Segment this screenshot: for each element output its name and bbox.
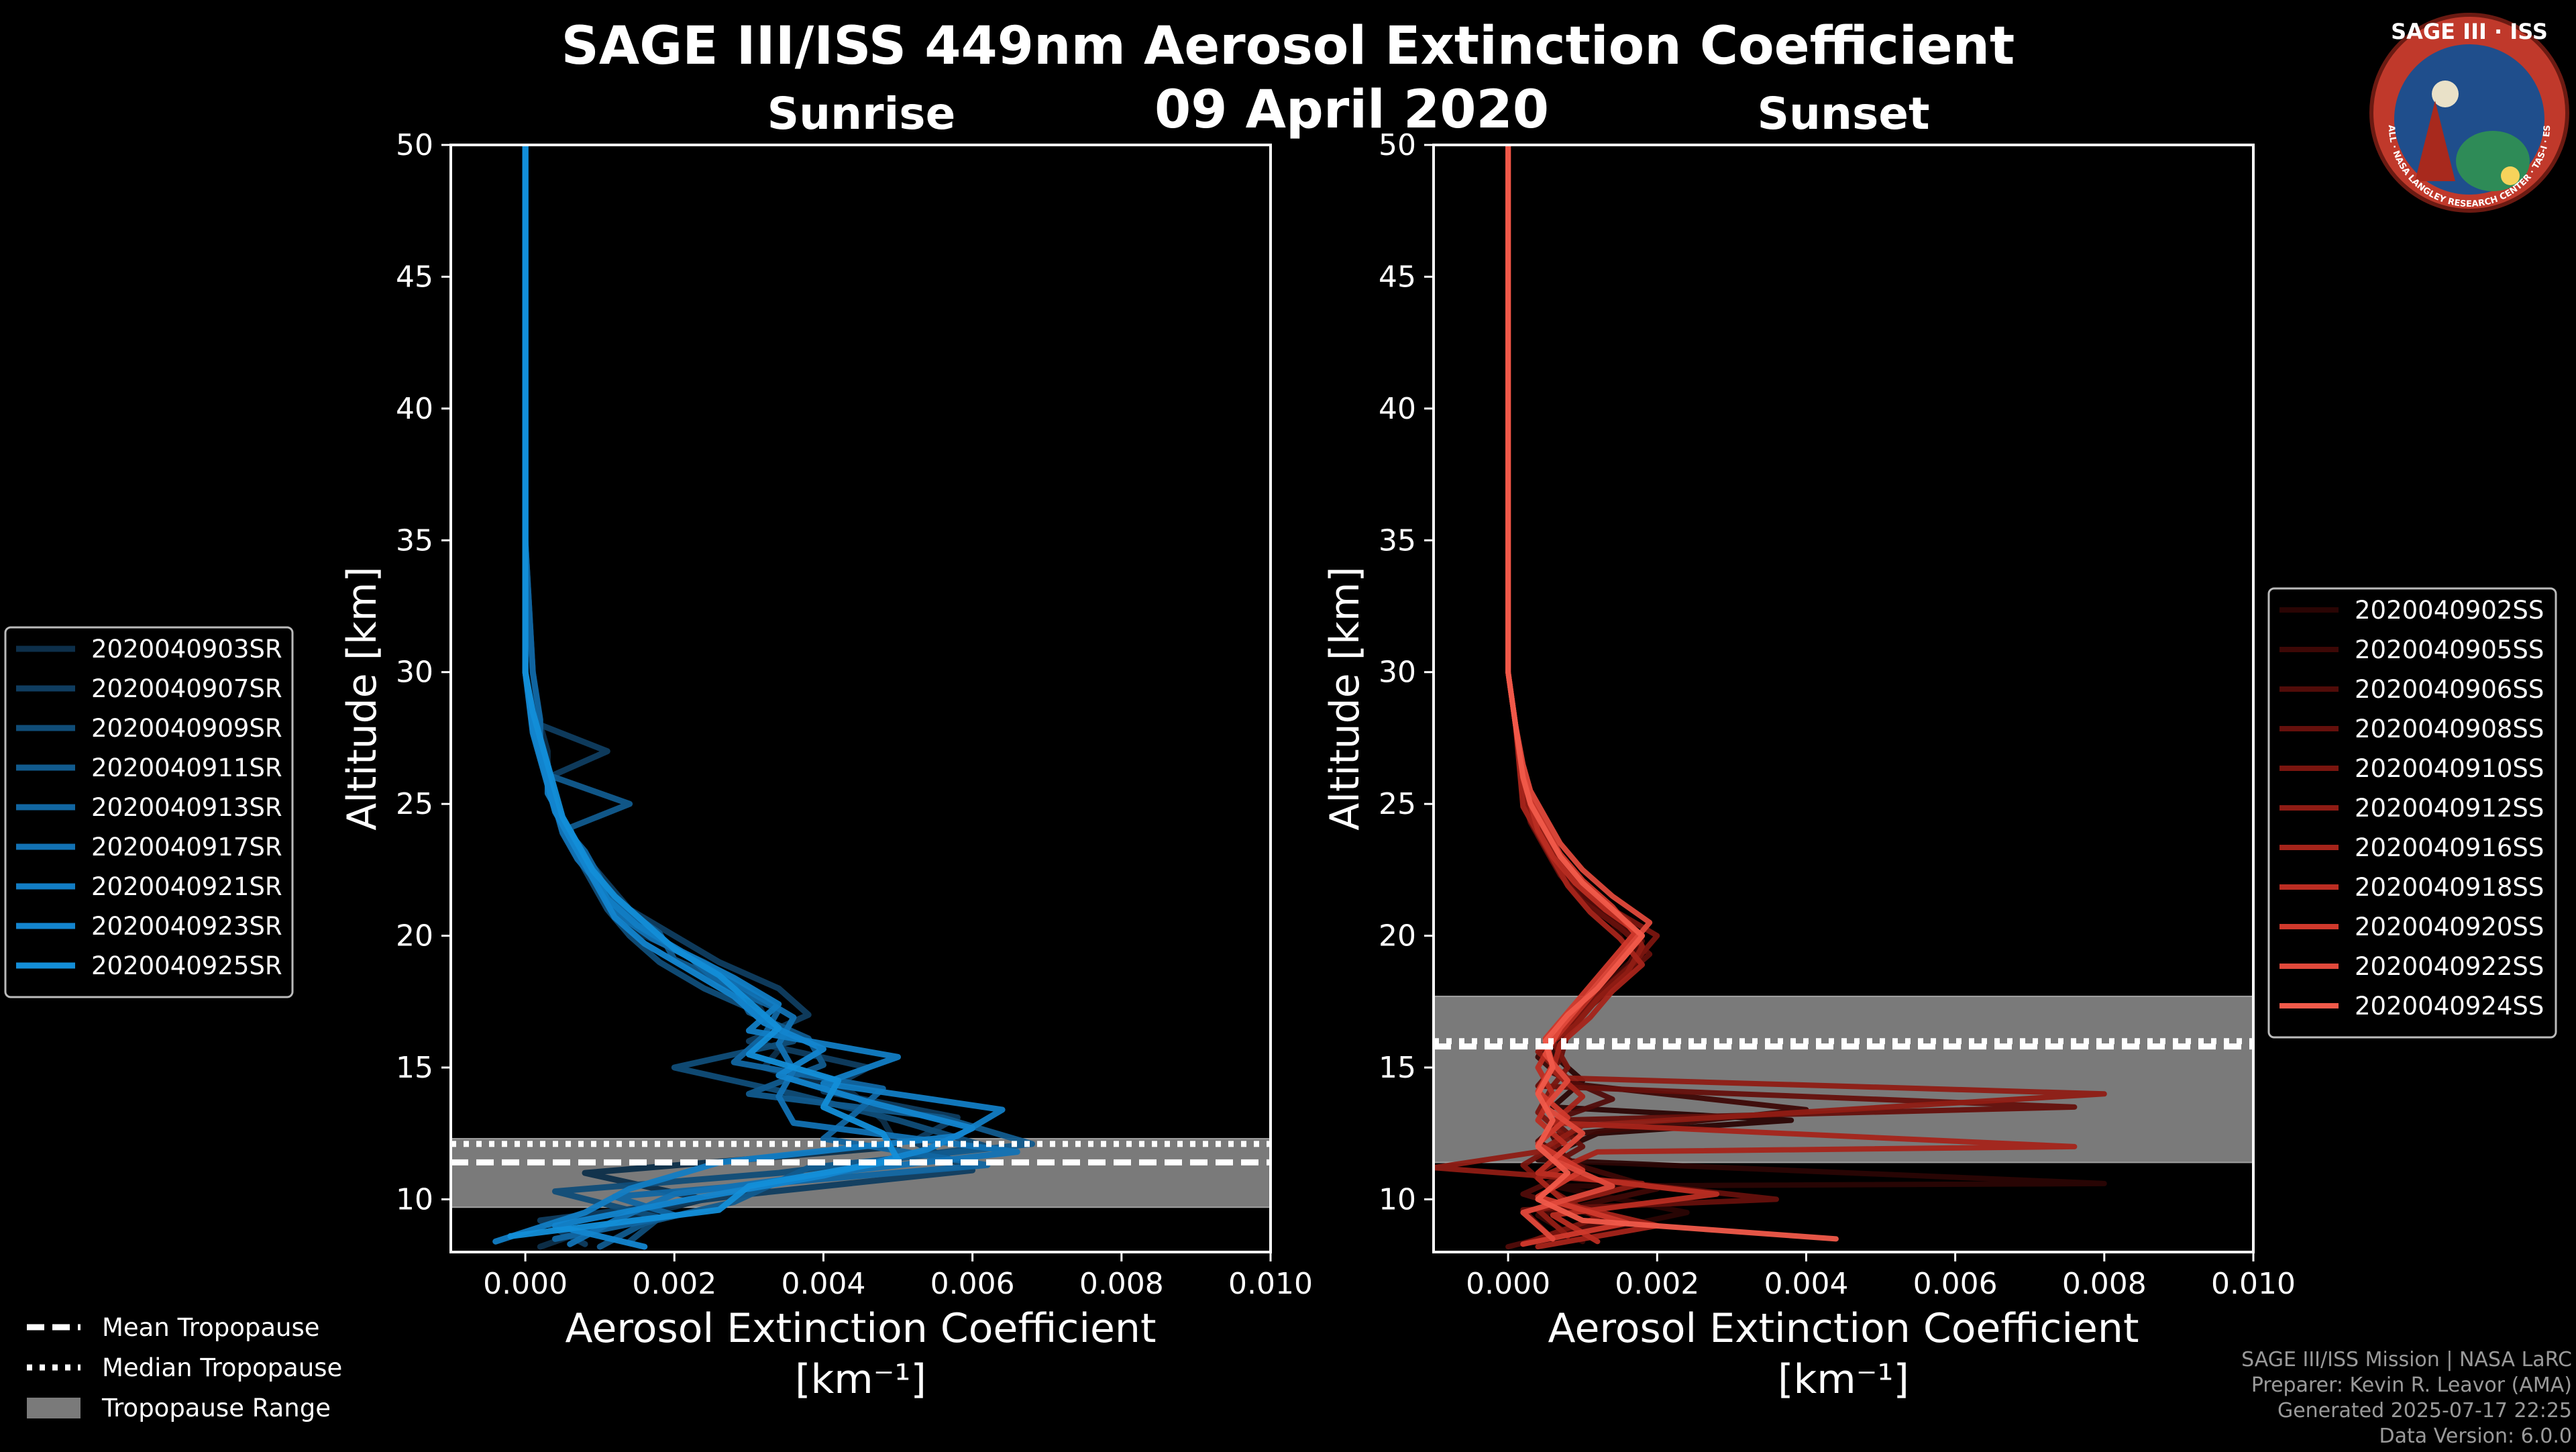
sunset-ytick-label: 10: [1379, 1182, 1416, 1216]
tropopause-range-swatch: [27, 1398, 80, 1418]
sunrise-axes-frame: [449, 144, 1272, 1253]
sunrise-ytick-label: 50: [396, 128, 433, 162]
sunrise-series-2020040911SR: [522, 145, 1035, 1250]
sunset-x-axis-unit: [km⁻¹]: [1778, 1356, 1909, 1403]
sunrise-legend-frame: [4, 626, 294, 998]
sunrise-legend-label: 2020040921SR: [91, 872, 282, 901]
sunrise-legend: 2020040903SR 2020040907SR 2020040909SR 2020…: [4, 626, 294, 998]
sunrise-xtick-label: 0.006: [930, 1267, 1015, 1301]
sunset-ytick-label: 35: [1379, 523, 1416, 558]
logo-title: SAGE III · ISS: [2391, 19, 2548, 44]
sunrise-ytick-label: 10: [396, 1182, 433, 1216]
sunrise-legend-label: 2020040923SR: [91, 912, 282, 941]
sunrise-legend-label: 2020040913SR: [91, 793, 282, 822]
sunrise-panel: 0.000 0.002 0.004 0.006 0.008 0.010 10 15 20 25 30…: [339, 128, 1313, 1403]
credit-line-3: Generated 2025-07-17 22:25: [2277, 1399, 2572, 1422]
mean-tropopause-label: Mean Tropopause: [102, 1313, 320, 1342]
sunset-series-2020040924SS: [1505, 145, 1839, 1242]
sunrise-ytick-label: 40: [396, 392, 433, 426]
sunrise-series-2020040909SR: [522, 145, 991, 1245]
sunset-ytick-label: 40: [1379, 392, 1416, 426]
credit-line-1: SAGE III/ISS Mission | NASA LaRC: [2241, 1348, 2572, 1371]
sunset-ytick-label: 30: [1379, 656, 1416, 690]
sunset-panel: 0.000 0.002 0.004 0.006 0.008 0.010 10 15 20 25 30…: [1322, 128, 2296, 1403]
sunrise-xtick-label: 0.000: [483, 1267, 568, 1301]
sunset-ytick-label: 25: [1379, 787, 1416, 821]
tropopause-range-label: Tropopause Range: [101, 1394, 331, 1422]
sunset-xtick-label: 0.008: [2062, 1267, 2147, 1301]
sunset-ytick-label: 15: [1379, 1051, 1416, 1085]
sunset-xtick-label: 0.004: [1764, 1267, 1848, 1301]
sunset-plot-area: [1434, 145, 2253, 1250]
sunrise-legend-label: 2020040909SR: [91, 714, 282, 743]
sunrise-y-axis-label: Altitude [km]: [339, 566, 386, 831]
sunset-y-axis-label: Altitude [km]: [1322, 566, 1368, 831]
sunset-legend-label: 2020040902SS: [2355, 596, 2544, 625]
logo-moon-icon: [2432, 81, 2459, 107]
sunset-panel-title: Sunset: [1757, 88, 1929, 140]
logo-sun-icon: [2501, 166, 2520, 185]
sunrise-legend-label: 2020040911SR: [91, 754, 282, 782]
credit-line-4: Data Version: 6.0.0: [2379, 1424, 2572, 1448]
sunrise-x-axis-label: Aerosol Extinction Coefficient: [566, 1305, 1157, 1352]
tropopause-legend: Mean Tropopause Median Tropopause Tropop…: [27, 1313, 342, 1422]
credit-line-2: Preparer: Kevin R. Leavor (AMA): [2251, 1373, 2572, 1397]
sunset-x-axis-label: Aerosol Extinction Coefficient: [1548, 1305, 2139, 1352]
sunset-xtick-label: 0.002: [1615, 1267, 1699, 1301]
credits: SAGE III/ISS Mission | NASA LaRC Prepare…: [2241, 1348, 2572, 1448]
sunset-axes-frame: [1432, 144, 2255, 1253]
sunrise-ytick-label: 25: [396, 787, 433, 821]
sunset-legend-label: 2020040906SS: [2355, 675, 2544, 704]
sunrise-legend-label: 2020040907SR: [91, 674, 282, 703]
sunset-legend-label: 2020040924SS: [2355, 992, 2544, 1021]
sunset-legend-label: 2020040920SS: [2355, 913, 2544, 941]
sunrise-xtick-label: 0.008: [1079, 1267, 1164, 1301]
sunrise-legend-label: 2020040917SR: [91, 833, 282, 862]
sunset-xtick-label: 0.000: [1466, 1267, 1550, 1301]
sunset-legend: 2020040902SS 2020040905SS 2020040906SS 2020…: [2267, 587, 2557, 1039]
sunrise-panel-title: Sunrise: [767, 88, 956, 140]
sunset-ticks: 0.000 0.002 0.004 0.006 0.008 0.010 10 15 20 25 30…: [1379, 128, 2296, 1301]
figure-title: SAGE III/ISS 449nm Aerosol Extinction Co…: [561, 16, 2015, 76]
sunset-legend-frame: [2267, 587, 2557, 1039]
sunrise-x-axis-unit: [km⁻¹]: [795, 1356, 926, 1403]
sunrise-ytick-label: 20: [396, 919, 433, 953]
figure-date: 09 April 2020: [1155, 80, 1549, 140]
sunset-xtick-label: 0.006: [1913, 1267, 1998, 1301]
sunrise-series-2020040907SR: [522, 145, 976, 1247]
sunrise-xtick-label: 0.002: [632, 1267, 716, 1301]
sunrise-ticks: 0.000 0.002 0.004 0.006 0.008 0.010 10 15 20 25 30…: [396, 128, 1313, 1301]
sunrise-legend-label: 2020040925SR: [91, 951, 282, 980]
sunset-legend-label: 2020040908SS: [2355, 715, 2544, 743]
sunrise-xtick-label: 0.004: [781, 1267, 865, 1301]
sunset-legend-label: 2020040912SS: [2355, 794, 2544, 823]
sunrise-ytick-label: 15: [396, 1051, 433, 1085]
logo-figure-icon: [2415, 101, 2455, 181]
sunset-legend-label: 2020040910SS: [2355, 754, 2544, 783]
sunset-ytick-label: 45: [1379, 260, 1416, 294]
sunrise-xtick-label: 0.010: [1228, 1267, 1313, 1301]
sunset-legend-label: 2020040916SS: [2355, 833, 2544, 862]
sunrise-plot-area: [451, 145, 1271, 1250]
sunrise-ytick-label: 30: [396, 656, 433, 690]
sunrise-ytick-label: 35: [396, 523, 433, 558]
sunset-legend-label: 2020040918SS: [2355, 873, 2544, 902]
sunrise-series-2020040913SR: [522, 145, 991, 1242]
sunset-legend-label: 2020040922SS: [2355, 952, 2544, 981]
sunrise-series-2020040921SR: [492, 145, 1006, 1245]
sunrise-series-2020040917SR: [522, 145, 1020, 1247]
sunrise-series-2020040925SR: [507, 145, 901, 1239]
sunset-ytick-label: 20: [1379, 919, 1416, 953]
sunset-legend-label: 2020040905SS: [2355, 635, 2544, 664]
sunrise-legend-label: 2020040903SR: [91, 635, 282, 664]
sunrise-ytick-label: 45: [396, 260, 433, 294]
sunset-ytick-label: 50: [1379, 128, 1416, 162]
median-tropopause-label: Median Tropopause: [102, 1353, 342, 1382]
sunset-xtick-label: 0.010: [2211, 1267, 2296, 1301]
